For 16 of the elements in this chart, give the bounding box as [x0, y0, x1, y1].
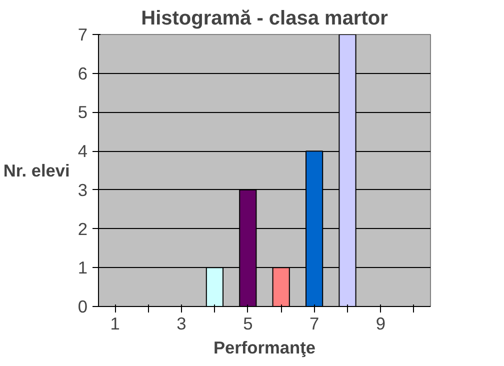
x-tick-label: 5 [243, 314, 253, 334]
y-tick-label: 0 [78, 296, 88, 316]
y-tick-label: 3 [78, 180, 88, 200]
y-tick-label: 1 [78, 258, 88, 278]
y-tick-label: 7 [78, 24, 88, 44]
y-tick-label: 6 [78, 63, 88, 84]
x-axis-title: Performanţe [213, 338, 316, 358]
y-tick-label: 4 [78, 141, 88, 162]
x-tick-label: 7 [309, 314, 320, 334]
y-tick-label: 5 [78, 102, 88, 122]
x-tick-label: 9 [376, 314, 386, 334]
y-axis-title: Nr. elevi [3, 160, 70, 180]
chart-title: Histogramă - clasa martor [141, 8, 388, 30]
x-tick-label: 3 [176, 314, 186, 334]
x-tick-label: 1 [110, 314, 120, 334]
y-tick-label: 2 [78, 218, 88, 239]
